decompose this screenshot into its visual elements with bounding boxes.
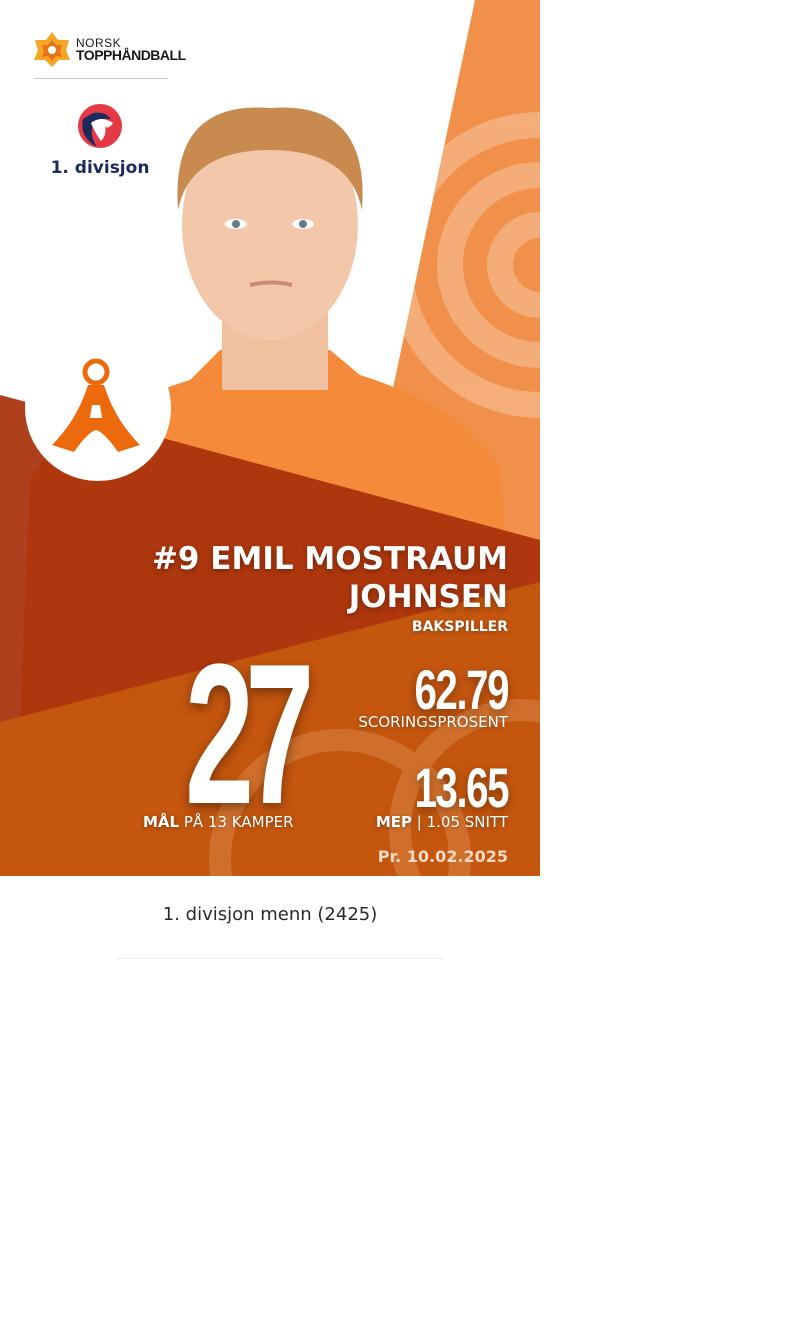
- club-badge: [25, 335, 171, 481]
- brand-line1: NORSK: [76, 36, 122, 50]
- player-position: BAKSPILLER: [411, 619, 508, 635]
- brand-line2: TOPPHÅNDBALL: [76, 47, 186, 63]
- player-name-line2: JOHNSEN: [348, 579, 508, 615]
- club-logo-icon: [52, 358, 140, 452]
- mep-value: 13.65: [414, 756, 509, 819]
- goals-label-rest: PÅ 13 KAMPER: [179, 813, 294, 831]
- brand-logo: NORSK TOPPHÅNDBALL: [32, 30, 186, 68]
- scoring-pct-label: SCORINGSPROSENT: [358, 713, 508, 731]
- star-logo-icon: [34, 32, 70, 67]
- league-lion-icon: [78, 104, 122, 148]
- goals-label-bold: MÅL: [143, 813, 180, 831]
- divider: [34, 78, 168, 79]
- player-name: #9 EMIL MOSTRAUM JOHNSEN: [152, 540, 508, 616]
- league-label: 1. divisjon: [50, 158, 150, 178]
- image-caption: 1. divisjon menn (2425): [162, 904, 378, 925]
- goals-label: MÅL PÅ 13 KAMPER: [143, 813, 294, 831]
- player-name-line1: #9 EMIL MOSTRAUM: [151, 541, 508, 577]
- goals-value: 27: [185, 623, 314, 846]
- scoring-pct-value: 62.79: [414, 658, 509, 721]
- player-stat-card: NORSK TOPPHÅNDBALL 1. divisjon #9 EMIL M…: [0, 0, 540, 876]
- mep-label-bold: MEP: [375, 813, 413, 831]
- stats-date: Pr. 10.02.2025: [377, 847, 508, 866]
- mep-label-rest: | 1.05 SNITT: [412, 813, 508, 831]
- caption-divider: [116, 958, 444, 959]
- mep-label: MEP | 1.05 SNITT: [376, 813, 508, 831]
- card-background: [0, 0, 540, 876]
